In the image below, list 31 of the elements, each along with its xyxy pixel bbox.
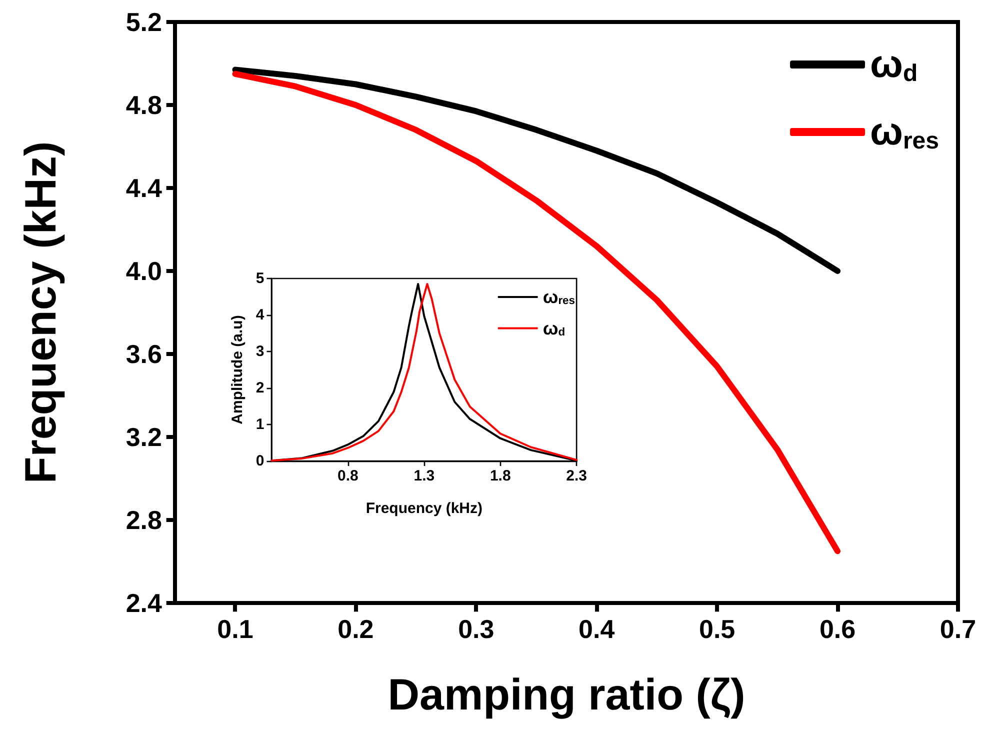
y-tick-label: 5 (256, 270, 264, 287)
x-tick-label: 0.3 (458, 614, 494, 644)
x-tick-label: 0.6 (819, 614, 856, 644)
y-tick-label: 1 (256, 416, 264, 433)
legend-label: ωd (542, 318, 566, 338)
x-tick-label: 0.8 (338, 468, 358, 484)
y-axis-title: Frequency (kHz) (16, 141, 66, 484)
x-tick-label: 0.2 (338, 614, 374, 644)
x-tick-label: 0.4 (578, 614, 616, 644)
x-tick-label: 0.5 (699, 614, 736, 644)
y-tick-label: 3 (256, 343, 264, 360)
x-axis-title: Damping ratio (ζ) (388, 670, 746, 720)
y-tick-label: 2.4 (126, 588, 163, 618)
y-tick-label: 4.4 (126, 173, 163, 203)
legend-label: ωres (542, 287, 576, 308)
y-tick-label: 3.2 (126, 422, 162, 452)
x-tick-label: 0.7 (940, 614, 976, 644)
y-tick-label: 4.8 (126, 90, 162, 120)
y-tick-label: 0 (256, 452, 264, 470)
y-tick-label: 4.0 (126, 256, 162, 286)
x-tick-label: 2.3 (566, 468, 588, 484)
y-tick-label: 4 (256, 306, 265, 324)
x-tick-label: 0.1 (217, 614, 254, 644)
x-tick-label: 1.3 (414, 468, 435, 484)
y-axis-title: Amplitude (a.u) (229, 315, 246, 424)
y-tick-label: 2 (256, 380, 264, 396)
x-tick-label: 1.8 (490, 468, 511, 484)
y-tick-label: 2.8 (126, 505, 162, 535)
x-axis-title: Frequency (kHz) (366, 500, 483, 517)
y-tick-label: 3.6 (126, 339, 162, 369)
y-tick-label: 5.2 (126, 7, 162, 37)
